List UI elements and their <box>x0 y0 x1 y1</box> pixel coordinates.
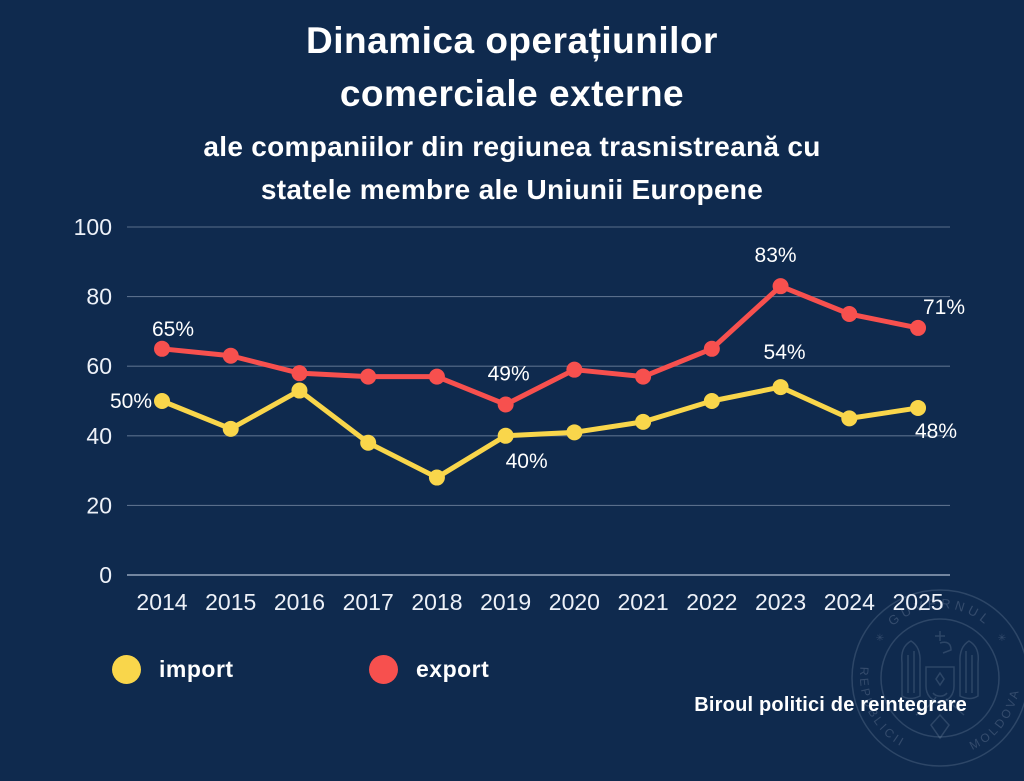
export-point-2014 <box>154 340 170 357</box>
y-tick-label-0: 0 <box>99 562 112 588</box>
export-point-2015 <box>222 347 239 364</box>
export-point-2020 <box>566 361 583 378</box>
export-point-2016 <box>291 365 308 382</box>
x-tick-label-2023: 2023 <box>755 589 806 615</box>
y-tick-label-80: 80 <box>86 284 112 310</box>
y-tick-label-40: 40 <box>86 423 112 449</box>
import-legend-dot-icon <box>112 655 141 684</box>
x-tick-label-2021: 2021 <box>618 589 669 615</box>
x-tick-label-2020: 2020 <box>549 589 600 615</box>
import-point-2024 <box>841 410 858 427</box>
export-point-2017 <box>360 368 377 385</box>
export-point-2021 <box>635 368 652 385</box>
x-tick-label-2014: 2014 <box>136 589 187 615</box>
import-point-2016 <box>291 382 308 399</box>
import-line <box>159 384 921 481</box>
x-tick-label-2019: 2019 <box>480 589 531 615</box>
seal-star-right-icon: ✳ <box>998 633 1006 644</box>
seal-top-text: GUVERNUL <box>885 596 995 629</box>
import-point-2020 <box>566 424 583 441</box>
credit-text: Biroul politici de reintegrare <box>694 694 967 716</box>
export-value-label-2023: 83% <box>755 244 797 267</box>
export-point-2023 <box>772 278 789 295</box>
import-value-label-2023: 54% <box>764 341 806 364</box>
x-tick-label-2024: 2024 <box>824 589 875 615</box>
x-tick-label-2018: 2018 <box>411 589 462 615</box>
import-value-label-2019: 40% <box>506 450 548 473</box>
import-point-2015 <box>222 420 239 437</box>
x-tick-label-2022: 2022 <box>686 589 737 615</box>
y-tick-label-60: 60 <box>86 353 112 379</box>
import-point-2018 <box>428 469 445 486</box>
export-point-2019 <box>497 396 514 413</box>
seal-star-left-icon: ✳ <box>876 633 884 644</box>
export-point-2022 <box>703 340 720 357</box>
export-point-2024 <box>841 306 858 322</box>
import-point-2014 <box>154 393 170 409</box>
x-tick-label-2017: 2017 <box>343 589 394 615</box>
export-point-2025 <box>910 319 927 336</box>
legend-label-export: export <box>416 656 490 682</box>
export-line <box>159 283 921 407</box>
page-title-line-1: Dinamica operațiunilor <box>306 20 718 61</box>
subtitle-line-1: ale companiilor din regiunea trasnistrea… <box>203 131 821 162</box>
seal-outer-ring <box>851 589 1024 767</box>
subtitle-block: ale companiilor din regiunea trasnistrea… <box>0 125 1024 211</box>
x-tick-label-2025: 2025 <box>892 589 943 615</box>
seal-coat-of-arms-icon <box>900 631 980 740</box>
export-value-label-2019: 49% <box>488 362 530 385</box>
moldova-government-seal-watermark: GUVERNUL REPUBLICII MOLDOVA ✳ ✳ <box>851 589 1024 767</box>
x-tick-label-2016: 2016 <box>274 589 325 615</box>
import-value-label-2014: 50% <box>110 390 152 413</box>
export-value-label-2025: 71% <box>923 296 965 319</box>
export-legend-dot-icon <box>369 655 398 684</box>
seal-inner-ring <box>880 618 1000 738</box>
import-point-2023 <box>772 379 789 396</box>
seal-bottom-right-text: MOLDOVA <box>967 686 1022 752</box>
import-point-2017 <box>360 434 377 451</box>
import-point-2021 <box>635 413 652 430</box>
export-point-2018 <box>428 368 445 385</box>
y-tick-label-20: 20 <box>86 492 112 518</box>
import-value-label-2025: 48% <box>915 420 957 443</box>
x-tick-label-2015: 2015 <box>205 589 256 615</box>
legend-item-import: import <box>112 655 234 684</box>
y-tick-label-100: 100 <box>74 214 112 240</box>
export-value-label-2014: 65% <box>152 318 194 341</box>
seal-bottom-left-text: REPUBLICII <box>857 666 909 750</box>
title-block: Dinamica operațiunilor comerciale extern… <box>0 14 1024 211</box>
import-point-2022 <box>703 393 720 409</box>
import-point-2019 <box>497 427 514 444</box>
subtitle-line-2: statele membre ale Uniunii Europene <box>260 174 764 205</box>
page-title-line-2: comerciale externe <box>339 73 685 114</box>
legend-label-import: import <box>159 656 234 682</box>
import-point-2025 <box>910 399 927 416</box>
line-chart: 0 20 40 60 80 100 2014 2015 2016 2017 2018 2019 2020… <box>74 214 965 615</box>
legend-item-export: export <box>369 655 489 684</box>
